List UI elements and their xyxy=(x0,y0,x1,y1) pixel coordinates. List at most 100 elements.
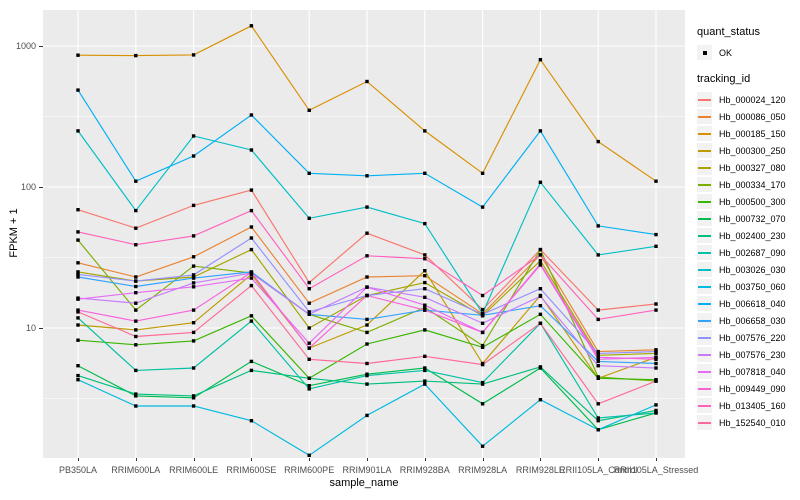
legend-item: Hb_000024_120 xyxy=(697,91,797,108)
legend-item-label: Hb_000185_150 xyxy=(719,128,786,139)
legend-key-box xyxy=(697,245,712,260)
x-tick-label: RRIM600LE xyxy=(169,465,219,475)
legend-item: Hb_002400_230 xyxy=(697,227,797,244)
chart-canvas xyxy=(43,10,685,458)
legend-item: Hb_007818_040 xyxy=(697,363,797,380)
legend-item-label: Hb_007576_230 xyxy=(719,349,786,360)
legend-item: Hb_000086_050 xyxy=(697,108,797,125)
legend-key-box xyxy=(697,347,712,362)
legend-line-swatch-icon xyxy=(698,302,711,305)
legend-key-box xyxy=(697,109,712,124)
legend-line-swatch-icon xyxy=(698,387,711,390)
legend-line-swatch-icon xyxy=(698,251,711,254)
legend-line-swatch-icon xyxy=(698,149,711,152)
legend-spacer xyxy=(697,61,797,73)
legend-line-swatch-icon xyxy=(698,217,711,220)
x-tick-label: PB350LA xyxy=(58,465,98,475)
legend-item-label: Hb_152540_010 xyxy=(719,417,786,428)
legend-key-box xyxy=(697,45,712,60)
legend-line-swatch-icon xyxy=(698,115,711,118)
x-axis-title: sample_name xyxy=(329,477,399,489)
legend-item: Hb_000327_080 xyxy=(697,159,797,176)
x-tick-label: RRIM928BA xyxy=(399,465,450,475)
x-tick-label: RRIM928LA xyxy=(458,465,508,475)
legend-item: Hb_003750_060 xyxy=(697,278,797,295)
x-tick-label: RRIM600LA xyxy=(111,465,161,475)
legend-line-swatch-icon xyxy=(698,353,711,356)
x-tick-mark xyxy=(656,458,657,461)
legend-line-swatch-icon xyxy=(698,234,711,237)
legend-line-swatch-icon xyxy=(698,404,711,407)
legend-line-swatch-icon xyxy=(698,98,711,101)
x-tick-label: RRIM600SE xyxy=(226,465,277,475)
x-tick-mark xyxy=(251,458,253,461)
legend-key-box xyxy=(697,177,712,192)
x-tick-mark xyxy=(309,458,311,461)
legend-key-box xyxy=(697,279,712,294)
legend-item-label: Hb_000024_120 xyxy=(719,94,786,105)
legend-key-box xyxy=(697,415,712,430)
quant-status-legend-title: quant_status xyxy=(697,26,760,38)
legend-key-box xyxy=(697,313,712,328)
legend-line-swatch-icon xyxy=(698,421,711,424)
legend-key-box xyxy=(697,228,712,243)
y-axis-title: FPKM + 1 xyxy=(8,208,20,258)
legend-line-swatch-icon xyxy=(698,370,711,373)
legend-item-label: Hb_000732_070 xyxy=(719,213,786,224)
point-symbol-icon xyxy=(702,50,707,55)
legend-key-box xyxy=(697,364,712,379)
x-tick-mark xyxy=(424,458,426,461)
legend-key-box xyxy=(697,398,712,413)
legend-line-swatch-icon xyxy=(698,183,711,186)
legend-item-quant-ok: OK xyxy=(697,44,797,61)
tracking-id-legend-items: Hb_000024_120 Hb_000086_050 Hb_000185_150 H… xyxy=(697,91,797,431)
x-tick-label: RRIM928LE xyxy=(515,465,565,475)
legend-item: Hb_007576_230 xyxy=(697,346,797,363)
legend-item-label: Hb_000334_170 xyxy=(719,179,786,190)
legend-item-label: Hb_000086_050 xyxy=(719,111,786,122)
legend-item-label: Hb_002687_090 xyxy=(719,247,786,258)
legend-key-box xyxy=(697,262,712,277)
legend-item: Hb_009449_090 xyxy=(697,380,797,397)
legend-item: Hb_000334_170 xyxy=(697,176,797,193)
legend: quant_status OK tracking_id Hb_000024_12… xyxy=(697,26,797,431)
x-tick-label: RRII105LA_Control xyxy=(559,465,638,475)
y-tick-label: 1000 xyxy=(15,41,36,51)
x-tick-label: RRIM600PE xyxy=(284,465,335,475)
legend-key-box xyxy=(697,211,712,226)
legend-item: Hb_000732_070 xyxy=(697,210,797,227)
legend-item: Hb_000185_150 xyxy=(697,125,797,142)
x-tick-mark xyxy=(367,458,368,461)
legend-item: Hb_003026_030 xyxy=(697,261,797,278)
legend-item-label: OK xyxy=(719,47,733,58)
legend-item: Hb_000300_250 xyxy=(697,142,797,159)
legend-item: Hb_006618_040 xyxy=(697,295,797,312)
x-tick-mark xyxy=(540,458,542,461)
legend-item-label: Hb_006618_040 xyxy=(719,298,786,309)
x-tick-mark xyxy=(482,458,484,461)
legend-item-label: Hb_000327_080 xyxy=(719,162,786,173)
y-tick-label: 10 xyxy=(25,323,36,333)
x-tick-mark xyxy=(193,458,195,461)
legend-line-swatch-icon xyxy=(698,336,711,339)
legend-item: Hb_002687_090 xyxy=(697,244,797,261)
legend-item-label: Hb_009449_090 xyxy=(719,383,786,394)
legend-item-label: Hb_006658_030 xyxy=(719,315,786,326)
legend-item-label: Hb_002400_230 xyxy=(719,230,786,241)
legend-line-swatch-icon xyxy=(698,166,711,169)
x-tick-label: RRIM901LA xyxy=(342,465,392,475)
y-tick-mark xyxy=(39,187,43,188)
tracking-id-legend-title: tracking_id xyxy=(697,73,751,85)
legend-item-label: Hb_000500_300 xyxy=(719,196,786,207)
legend-line-swatch-icon xyxy=(698,200,711,203)
x-tick-mark xyxy=(78,458,79,461)
legend-line-swatch-icon xyxy=(698,319,711,322)
legend-key-box xyxy=(697,143,712,158)
legend-line-swatch-icon xyxy=(698,268,711,271)
legend-key-box xyxy=(697,381,712,396)
legend-item: Hb_013405_160 xyxy=(697,397,797,414)
x-tick-label: RRII105LA_Stressed xyxy=(613,465,699,475)
legend-line-swatch-icon xyxy=(698,132,711,135)
x-tick-mark xyxy=(598,458,600,461)
